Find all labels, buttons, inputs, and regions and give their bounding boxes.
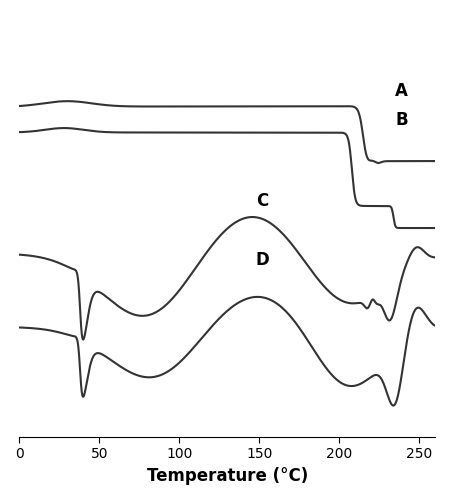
- Text: D: D: [256, 250, 270, 268]
- Text: C: C: [256, 192, 268, 210]
- Text: A: A: [395, 82, 408, 100]
- Text: B: B: [395, 111, 408, 129]
- X-axis label: Temperature (°C): Temperature (°C): [147, 467, 308, 485]
